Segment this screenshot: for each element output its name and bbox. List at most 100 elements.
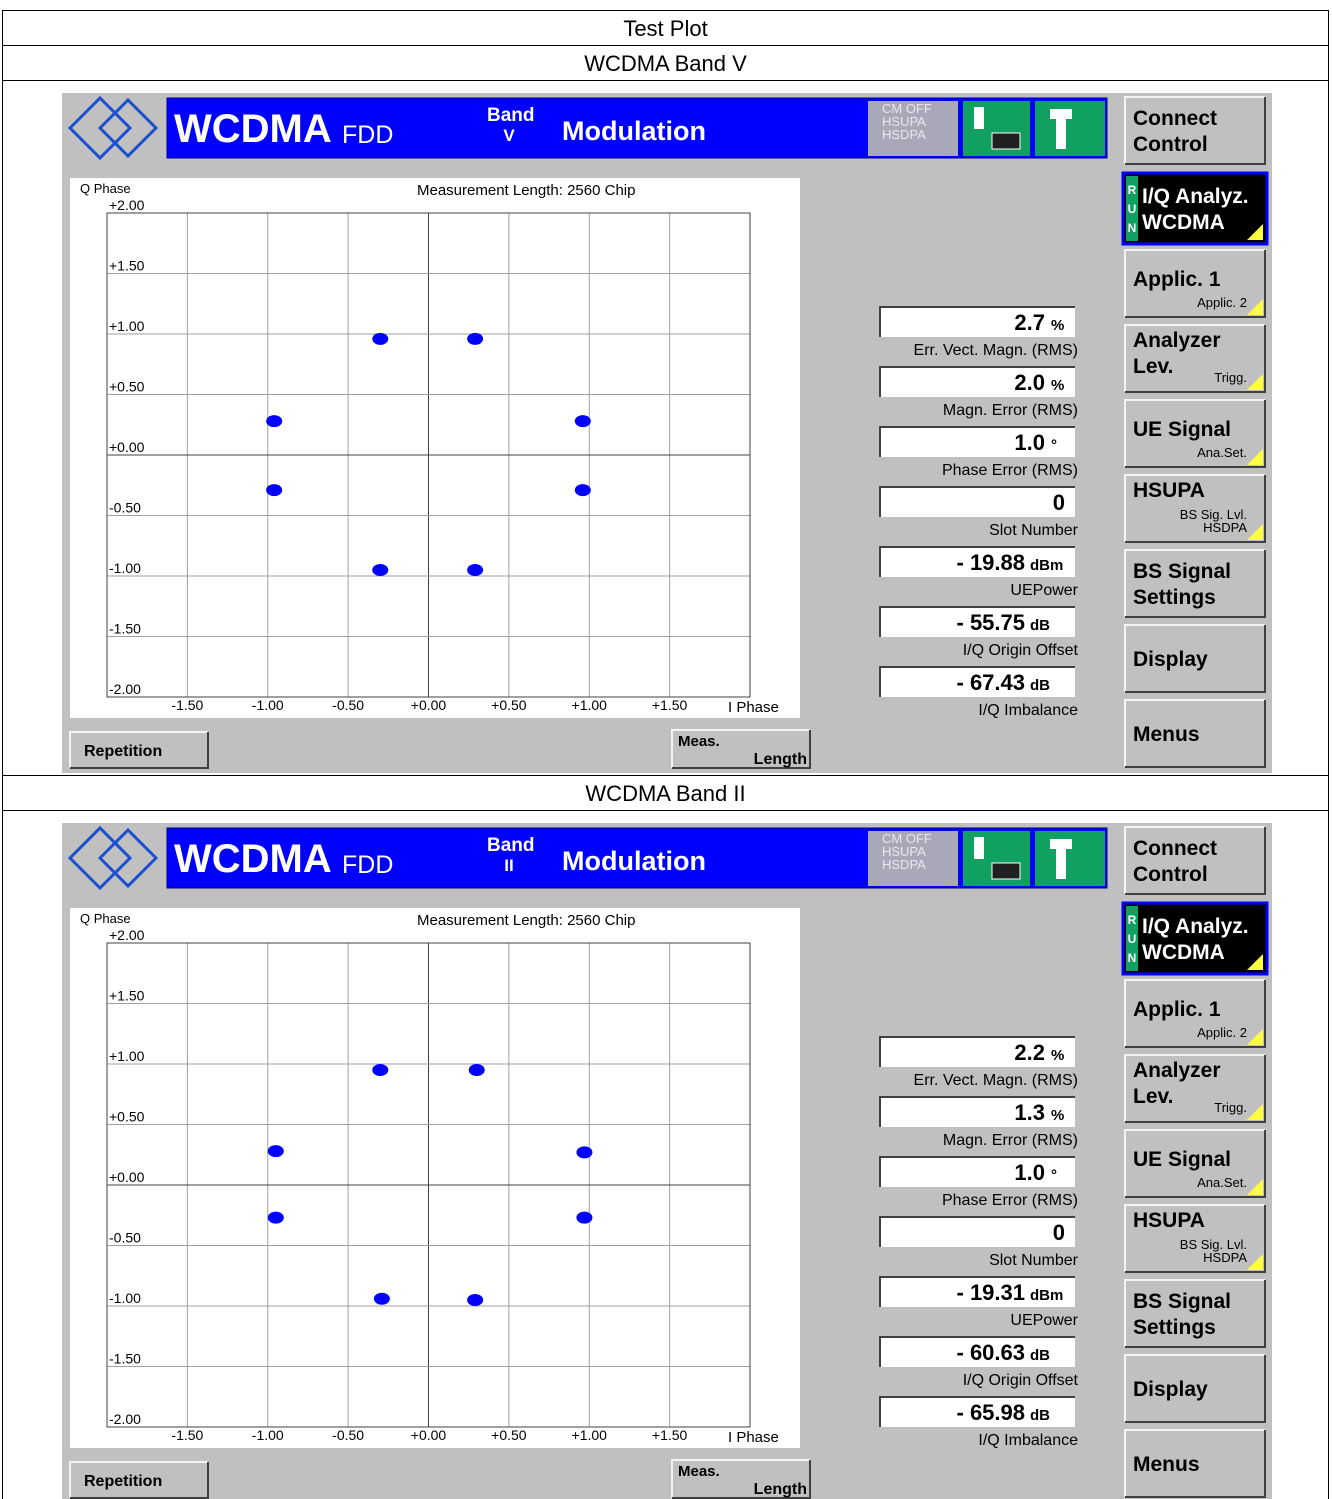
run-letter: N [1128,221,1137,235]
title-band: V [503,126,515,145]
softkey-label: Applic. 1 [1133,998,1221,1021]
result-unit: dB [1030,1407,1050,1424]
bevel-light [1124,324,1265,392]
x-tick-label: -0.50 [332,1427,364,1443]
softkey [1125,325,1265,392]
softkey-sublabel: BS Sig. Lvl. [1180,1237,1247,1252]
bevel-light [1124,1429,1265,1497]
softkey-label: Analyzer [1133,1059,1221,1082]
bevel-dark [879,306,1075,337]
button-label: Repetition [84,743,162,760]
button-label: Repetition [84,1473,162,1490]
softkey-label: Display [1133,1378,1208,1401]
result-box [880,1037,1075,1067]
softkey-active [1121,901,1269,976]
softkey-label: Menus [1133,723,1200,746]
softkey [1125,1055,1265,1122]
result-unit: % [1051,377,1064,394]
icon-glyph [991,862,1021,880]
constellation-point [372,332,389,345]
softkey-sublabel: HSDPA [1203,520,1247,535]
softkey-label: Control [1133,133,1208,156]
softkey [1125,827,1265,894]
constellation-point [467,1293,484,1306]
bevel-light [1124,1129,1265,1197]
logo [97,827,159,889]
softkey-label: Connect [1133,107,1217,130]
result-value: 1.0 [1014,1160,1045,1185]
bevel-dark [1125,1280,1266,1348]
result-label: I/Q Imbalance [978,1432,1078,1449]
x-tick-label: +0.50 [491,1427,527,1443]
plot-area [70,908,800,1448]
result-value: 2.7 [1014,310,1045,335]
x-tick-label: -1.00 [252,1427,284,1443]
bevel-dark [1125,475,1266,543]
constellation-point [267,1211,284,1224]
result-value: 2.2 [1014,1040,1045,1065]
bevel-light [1124,624,1265,692]
screenshot-row [2,810,1329,1499]
result-label: Magn. Error (RMS) [943,1132,1078,1149]
button-label: Length [754,751,807,768]
softkey-sublabel: Applic. 2 [1197,1025,1247,1040]
result-box [880,607,1075,637]
plot-frame [106,942,751,1428]
bevel-dark [1125,1430,1266,1498]
result-label: Magn. Error (RMS) [943,402,1078,419]
icon-glyph [991,132,1021,150]
result-label: Err. Vect. Magn. (RMS) [914,1072,1078,1089]
y-tick-label: -0.50 [109,500,141,516]
bevel-light [1124,1204,1265,1272]
bevel-dark [1125,700,1266,768]
title-mode: FDD [342,851,393,879]
softkey-label: HSUPA [1133,1209,1205,1232]
y-tick-label: -0.50 [109,1230,141,1246]
constellation-point [574,415,591,428]
run-letter: U [1128,202,1137,216]
result-value: 1.0 [1014,430,1045,455]
result-unit: dBm [1030,557,1063,574]
bevel-dark [879,546,1075,577]
bevel-light [1124,826,1265,894]
x-axis-label: I Phase [728,1429,779,1446]
bevel-light [1124,979,1265,1047]
header-title: Test Plot [623,16,708,41]
result-label: I/Q Origin Offset [963,642,1079,659]
run-letter: R [1128,913,1137,927]
result-box [880,487,1075,517]
x-axis-label: I Phase [728,699,779,716]
bevel-light [1124,249,1265,317]
icon-glyph [1050,839,1072,879]
y-tick-label: -1.50 [109,1351,141,1367]
softkey [1125,700,1265,767]
bevel-dark [1125,250,1266,318]
plot-title: Measurement Length: 2560 Chip [417,912,635,929]
title-main: WCDMA [174,107,332,151]
caption-row: WCDMA Band II [2,775,1329,810]
run-letter: U [1128,932,1137,946]
softkey-corner [1247,299,1263,315]
result-unit: % [1051,1047,1064,1064]
bevel-light [1124,549,1265,617]
softkey-sublabel: BS Sig. Lvl. [1180,507,1247,522]
softkey-label: Lev. [1133,1085,1173,1108]
result-unit: % [1051,1107,1064,1124]
status-text: HSUPA [882,114,926,129]
bevel-dark [879,1036,1075,1067]
softkey-label: Menus [1133,1453,1200,1476]
y-axis-label: Q Phase [80,911,131,926]
result-box [880,1097,1075,1127]
result-box [880,547,1075,577]
status-box [868,831,958,886]
status-text: HSDPA [882,857,926,872]
bevel-light [1124,1054,1265,1122]
status-text: CM OFF [882,831,932,846]
softkey-label: I/Q Analyz. [1142,915,1249,938]
bevel-dark [879,1096,1075,1127]
softkey-corner [1247,954,1263,970]
softkey-corner [1247,224,1263,240]
softkey-corner [1247,449,1263,465]
